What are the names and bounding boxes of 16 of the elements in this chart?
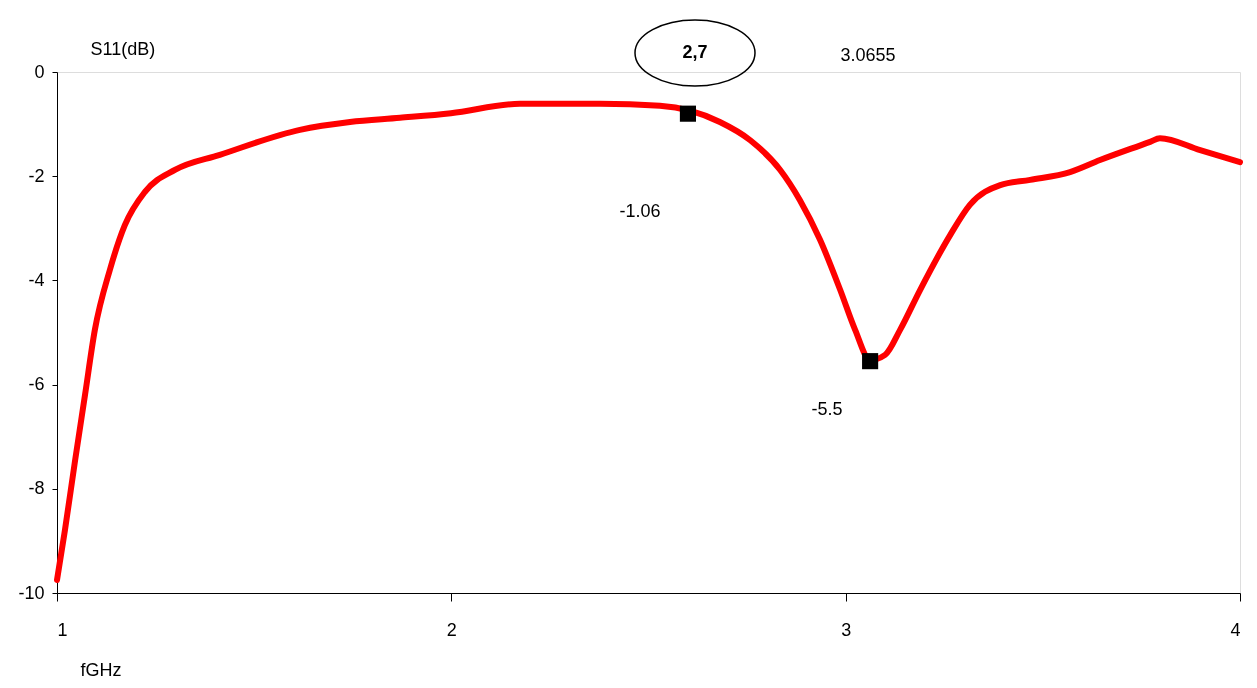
x-tick-label: 2	[446, 619, 457, 640]
text: 3.0655	[840, 45, 896, 65]
text: 2,7	[682, 42, 708, 62]
x-axis-title: fGHz	[80, 659, 122, 680]
annotation: -5.5	[811, 399, 843, 419]
y-tick-label: 0	[34, 61, 45, 82]
y-tick-label: -8	[28, 478, 45, 499]
x-tick-label: 1	[57, 619, 68, 640]
annotation: -1.06	[619, 201, 661, 221]
y-tick-label: -4	[28, 269, 45, 290]
x-tick-label: 4	[1230, 619, 1241, 640]
y-tick-label: -2	[28, 165, 45, 186]
y-axis-title: S11(dB)	[90, 38, 156, 59]
y-tick-label: -6	[28, 374, 45, 395]
y-tick-label: -10	[18, 582, 45, 603]
x-tick-label: 3	[841, 619, 852, 640]
